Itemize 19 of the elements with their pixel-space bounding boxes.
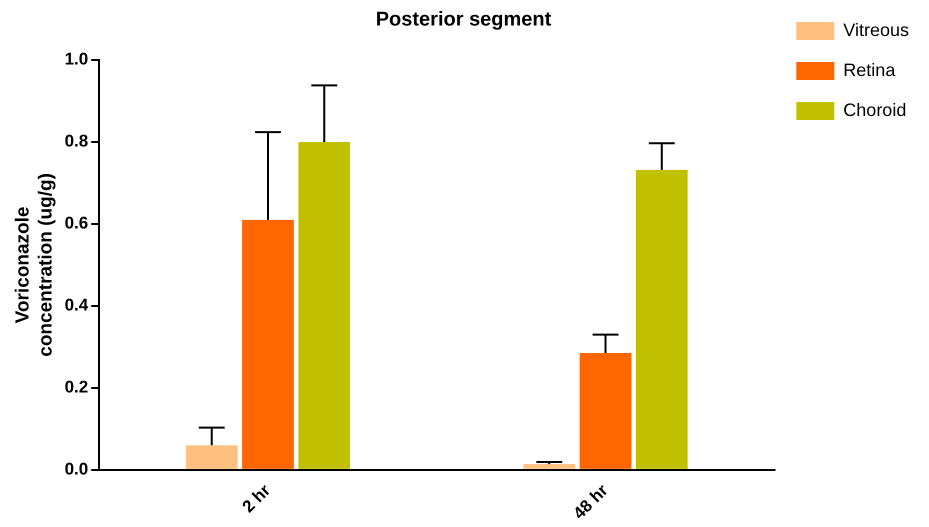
y-tick-label: 0.2 (64, 378, 88, 397)
y-tick-label: 0.8 (64, 132, 88, 151)
y-axis-title: Voriconazole concentration (ug/g) (12, 173, 56, 357)
y-tick-label: 0.6 (64, 214, 88, 233)
x-tick-label: 2 hr (238, 480, 274, 516)
bar (580, 353, 632, 469)
bar (298, 142, 350, 469)
bar (242, 220, 294, 469)
legend-label: Vitreous (843, 20, 910, 40)
bar (186, 445, 238, 469)
legend-label: Choroid (843, 100, 906, 120)
bar (636, 170, 688, 469)
y-tick-label: 0.0 (64, 460, 88, 479)
legend-label: Retina (843, 60, 896, 80)
x-tick-label: 48 hr (570, 480, 612, 523)
chart-title: Posterior segment (376, 8, 552, 31)
y-tick-label: 0.4 (64, 296, 89, 315)
y-tick-label: 1.0 (64, 50, 88, 69)
bar (523, 464, 576, 469)
